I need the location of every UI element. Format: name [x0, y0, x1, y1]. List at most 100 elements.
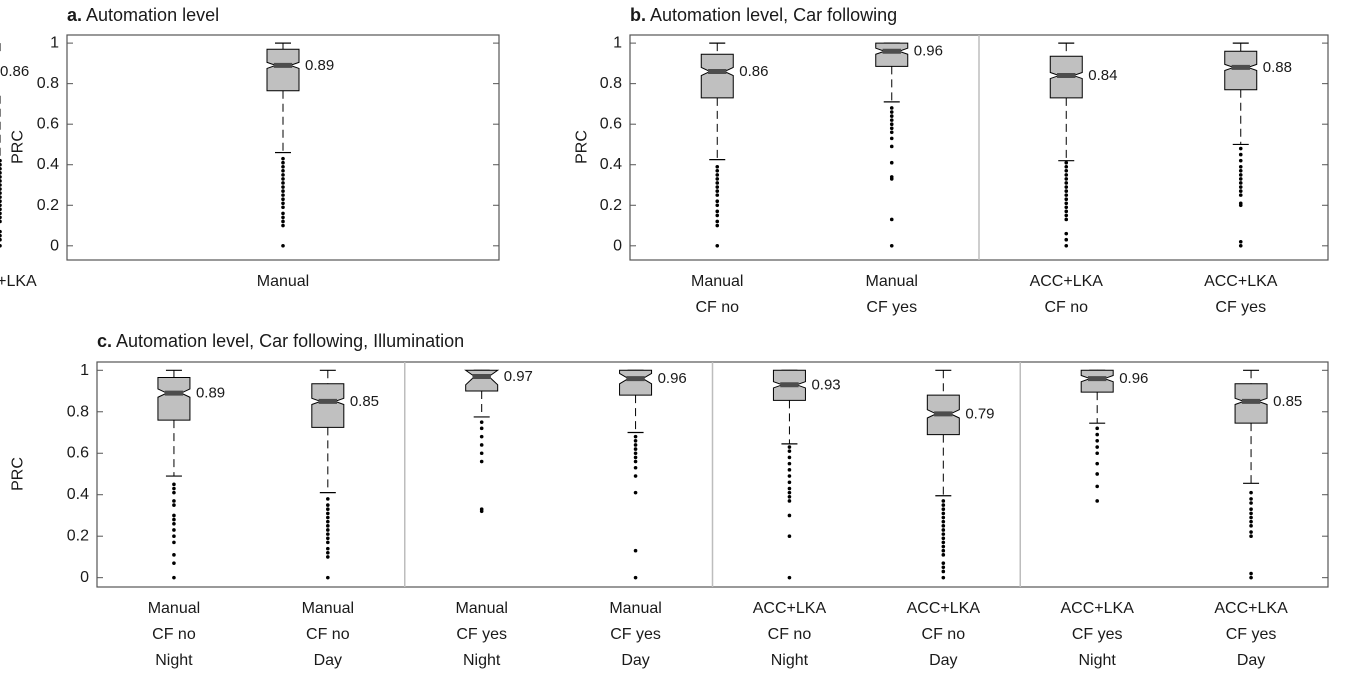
outlier-point [1249, 534, 1253, 538]
outlier-point [715, 185, 720, 189]
y-tick-label: 0.2 [37, 197, 59, 214]
outlier-point [326, 555, 330, 559]
outlier-point [1238, 244, 1243, 248]
outlier-point [479, 443, 484, 447]
category-label: Manual [148, 600, 200, 617]
category-label: ACC+LKA [0, 273, 37, 290]
outlier-point [1249, 501, 1253, 505]
panel-title-text: Automation level [82, 5, 219, 25]
outlier-point [1064, 201, 1069, 206]
category-label: CF yes [1072, 626, 1123, 643]
outlier-point [633, 455, 638, 460]
y-tick-label: 0.8 [600, 75, 622, 92]
y-tick-label: 0.2 [600, 197, 622, 214]
category-label: ACC+LKA [1030, 273, 1104, 290]
outlier-point [479, 507, 484, 512]
outlier-point [0, 158, 2, 163]
panel-letter: a. [67, 5, 82, 25]
outlier-point [0, 195, 2, 199]
outlier-point [326, 575, 330, 580]
y-tick-label: 0.8 [67, 403, 89, 420]
outlier-point [0, 171, 2, 175]
outlier-point [1238, 158, 1243, 163]
outlier-point [1064, 193, 1069, 197]
y-tick-label: 0.6 [600, 116, 622, 133]
outlier-point [326, 497, 330, 501]
outlier-point [0, 179, 2, 183]
outlier-point [1095, 451, 1099, 456]
outlier-point [941, 524, 946, 528]
median-value-label: 0.96 [1119, 370, 1148, 387]
box-body [700, 53, 734, 99]
category-label: Manual [609, 600, 661, 617]
outlier-point [172, 553, 176, 557]
outlier-point [479, 459, 484, 464]
outlier-point [1238, 152, 1243, 157]
outlier-point [281, 197, 285, 201]
outlier-point [479, 434, 484, 439]
outlier-point [941, 565, 946, 570]
category-label: Day [1237, 652, 1265, 669]
outlier-point [1238, 146, 1243, 151]
median-value-label: 0.96 [658, 370, 687, 387]
outlier-point [787, 486, 792, 491]
outlier-point [787, 455, 792, 460]
outlier-point [787, 449, 792, 453]
outlier-point [326, 511, 330, 516]
outlier-point [1064, 209, 1069, 214]
outlier-point [787, 480, 792, 485]
y-tick-label: 0.8 [37, 75, 59, 92]
outlier-point [889, 126, 894, 131]
outlier-point [715, 181, 720, 185]
category-label: ACC+LKA [1214, 600, 1288, 617]
outlier-point [326, 550, 330, 555]
outlier-point [281, 160, 285, 165]
outlier-point [715, 244, 720, 248]
outlier-point [281, 193, 285, 197]
outlier-point [281, 205, 285, 210]
outlier-point [0, 162, 2, 167]
category-label: ACC+LKA [1061, 600, 1135, 617]
outlier-point [633, 459, 638, 464]
category-label: Day [929, 652, 957, 669]
outlier-point [0, 207, 2, 212]
outlier-point [326, 503, 330, 507]
y-tick-label: 0.2 [67, 528, 89, 545]
panel-a: a. Automation level PRC 0 0.2 0.4 0.6 0.8 1 0.89… [0, 5, 500, 290]
median-value-label: 0.88 [1263, 59, 1292, 76]
outlier-point [941, 569, 946, 574]
outlier-point [1064, 217, 1069, 222]
outlier-point [172, 528, 176, 532]
y-tick-label: 0 [613, 237, 622, 254]
outlier-point [1238, 185, 1243, 189]
outlier-point [941, 528, 946, 532]
category-label: CF no [695, 299, 739, 316]
outlier-point [633, 439, 638, 443]
outlier-point [1095, 445, 1099, 449]
panel-title-text: Automation level, Car following, Illumin… [112, 331, 464, 351]
outlier-point [1238, 164, 1243, 169]
box-4: 0.88 ACC+LKA CF yes [1204, 42, 1292, 316]
outlier-point [172, 490, 176, 495]
median-value-label: 0.86 [739, 63, 768, 80]
outlier-point [787, 445, 792, 449]
outlier-point [281, 164, 285, 169]
box-6: 0.79 ACC+LKA CF no Day [907, 369, 995, 669]
outlier-point [172, 521, 176, 526]
outlier-point [715, 173, 720, 177]
outlier-point [889, 244, 894, 248]
outlier-point [0, 191, 2, 195]
outlier-point [172, 534, 176, 538]
outlier-point [1249, 530, 1253, 534]
outlier-point [889, 106, 894, 110]
outlier-point [281, 189, 285, 193]
outlier-point [715, 199, 720, 204]
outlier-point [281, 173, 285, 177]
outlier-point [715, 164, 720, 169]
panel-b: b. Automation level, Car following PRC 0 0.… [574, 5, 1329, 316]
box-body [266, 48, 300, 92]
category-label: ACC+LKA [753, 600, 827, 617]
outlier-point [0, 183, 2, 187]
median-value-label: 0.86 [0, 63, 29, 80]
